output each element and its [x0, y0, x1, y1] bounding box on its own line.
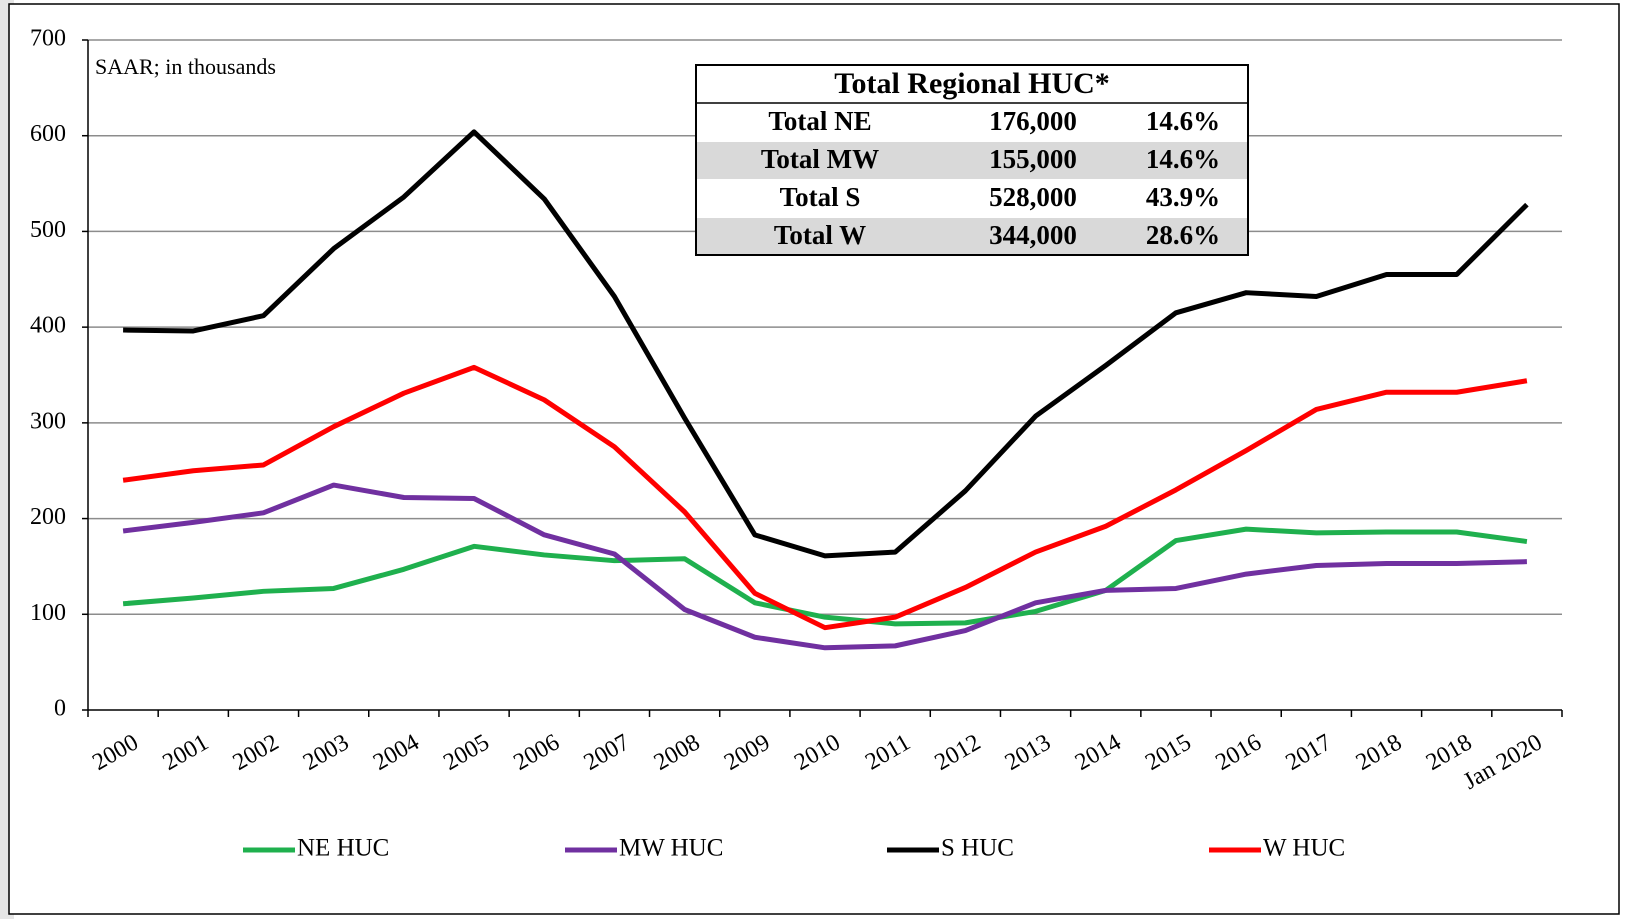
- series-line: [122, 364, 1528, 631]
- table-cell: 155,000: [989, 144, 1077, 174]
- y-tick-label: 400: [30, 313, 66, 339]
- series-line: [122, 482, 1527, 651]
- table-cell: 14.6%: [1146, 144, 1220, 174]
- legend-label: W HUC: [1263, 835, 1345, 862]
- legend-label: S HUC: [941, 835, 1014, 862]
- y-tick-label: 700: [30, 26, 66, 52]
- table-cell: Total S: [780, 182, 861, 212]
- y-tick-label: 0: [54, 696, 66, 722]
- y-tick-label: 100: [30, 600, 66, 626]
- series-line: [123, 129, 1529, 559]
- table-cell: 176,000: [989, 106, 1077, 136]
- table-cell: Total NE: [768, 106, 871, 136]
- y-tick-label: 200: [30, 504, 66, 530]
- legend-label: MW HUC: [619, 835, 723, 862]
- series-line: [122, 526, 1528, 627]
- table-cell: 344,000: [989, 220, 1077, 250]
- table-cell: 14.6%: [1146, 106, 1220, 136]
- table-border: [695, 64, 1249, 256]
- y-tick-label: 500: [30, 217, 66, 243]
- table-row-shade: [697, 218, 1247, 255]
- y-tick-label: 600: [30, 121, 66, 147]
- legend-label: NE HUC: [297, 835, 389, 862]
- y-tick-label: 300: [30, 408, 66, 434]
- table-cell: Total W: [774, 220, 866, 250]
- table-cell: 28.6%: [1146, 220, 1220, 250]
- annotation: SAAR; in thousands: [95, 54, 276, 79]
- table-row-shade: [697, 142, 1247, 179]
- table-cell: Total MW: [761, 144, 879, 174]
- table-cell: 528,000: [989, 182, 1077, 212]
- table-title: Total Regional HUC*: [834, 67, 1110, 100]
- table-cell: 43.9%: [1146, 182, 1220, 212]
